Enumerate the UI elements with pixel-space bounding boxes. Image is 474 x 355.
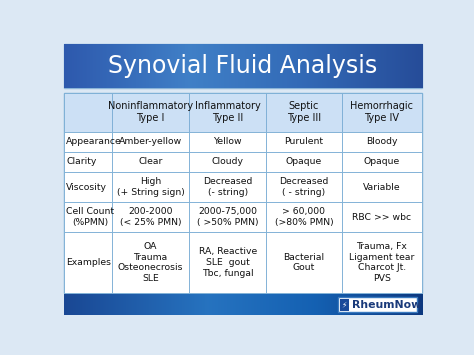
Text: Cloudy: Cloudy — [212, 157, 244, 166]
Text: Purulent: Purulent — [284, 137, 323, 146]
Bar — [189, 172, 266, 202]
Text: Hemorrhagic
Type IV: Hemorrhagic Type IV — [350, 101, 413, 124]
Text: Appearance: Appearance — [66, 137, 122, 146]
Text: Opaque: Opaque — [286, 157, 322, 166]
Bar — [112, 152, 189, 172]
Text: RBC >> wbc: RBC >> wbc — [352, 213, 411, 222]
Text: Viscosity: Viscosity — [66, 182, 107, 192]
Bar — [64, 93, 422, 293]
Text: OA
Trauma
Osteonecrosis
SLE: OA Trauma Osteonecrosis SLE — [118, 242, 183, 283]
Text: Inflammatory
Type II: Inflammatory Type II — [195, 101, 261, 124]
Bar — [112, 132, 189, 152]
Bar — [64, 202, 112, 233]
Text: Variable: Variable — [363, 182, 401, 192]
Bar — [342, 202, 422, 233]
Bar — [342, 132, 422, 152]
Bar — [112, 93, 189, 132]
Text: Decreased
( - string): Decreased ( - string) — [279, 177, 328, 197]
Bar — [266, 233, 342, 293]
Bar — [266, 93, 342, 132]
Bar — [340, 299, 349, 311]
Text: Synovial Fluid Analysis: Synovial Fluid Analysis — [108, 54, 378, 78]
Text: High
(+ String sign): High (+ String sign) — [117, 177, 184, 197]
Bar — [64, 93, 112, 132]
Bar — [266, 152, 342, 172]
Text: Septic
Type III: Septic Type III — [287, 101, 321, 124]
Bar — [189, 132, 266, 152]
Text: ⚡: ⚡ — [342, 300, 347, 309]
Bar — [64, 152, 112, 172]
Text: > 60,000
(>80% PMN): > 60,000 (>80% PMN) — [274, 207, 333, 227]
Bar — [64, 44, 422, 88]
Bar — [342, 93, 422, 132]
Text: Bacterial
Gout: Bacterial Gout — [283, 253, 324, 272]
Text: Yellow: Yellow — [213, 137, 242, 146]
Bar — [189, 202, 266, 233]
Bar — [64, 172, 112, 202]
Bar — [112, 172, 189, 202]
Bar — [266, 202, 342, 233]
Bar — [189, 233, 266, 293]
Text: Clear: Clear — [138, 157, 163, 166]
Bar — [266, 172, 342, 202]
Text: Clarity: Clarity — [66, 157, 97, 166]
Text: Bloody: Bloody — [366, 137, 398, 146]
Text: Decreased
(- string): Decreased (- string) — [203, 177, 252, 197]
Bar — [112, 202, 189, 233]
Text: Noninflammatory
Type I: Noninflammatory Type I — [108, 101, 193, 124]
Bar — [342, 233, 422, 293]
Text: Amber-yellow: Amber-yellow — [119, 137, 182, 146]
Bar — [189, 93, 266, 132]
Bar — [64, 132, 112, 152]
Bar — [266, 132, 342, 152]
Text: Examples: Examples — [66, 258, 111, 267]
Text: Opaque: Opaque — [364, 157, 400, 166]
Bar — [338, 297, 418, 312]
Bar — [189, 152, 266, 172]
Text: Trauma, Fx
Ligament tear
Charcot Jt.
PVS: Trauma, Fx Ligament tear Charcot Jt. PVS — [349, 242, 415, 283]
Text: 2000-75,000
( >50% PMN): 2000-75,000 ( >50% PMN) — [197, 207, 258, 227]
Text: RheumNow: RheumNow — [352, 300, 421, 310]
Bar — [342, 172, 422, 202]
Text: RA, Reactive
SLE  gout
Tbc, fungal: RA, Reactive SLE gout Tbc, fungal — [199, 247, 257, 278]
Bar — [112, 233, 189, 293]
Bar — [64, 233, 112, 293]
Text: Cell Count
(%PMN): Cell Count (%PMN) — [66, 207, 114, 227]
Bar — [342, 152, 422, 172]
Text: 200-2000
(< 25% PMN): 200-2000 (< 25% PMN) — [120, 207, 182, 227]
